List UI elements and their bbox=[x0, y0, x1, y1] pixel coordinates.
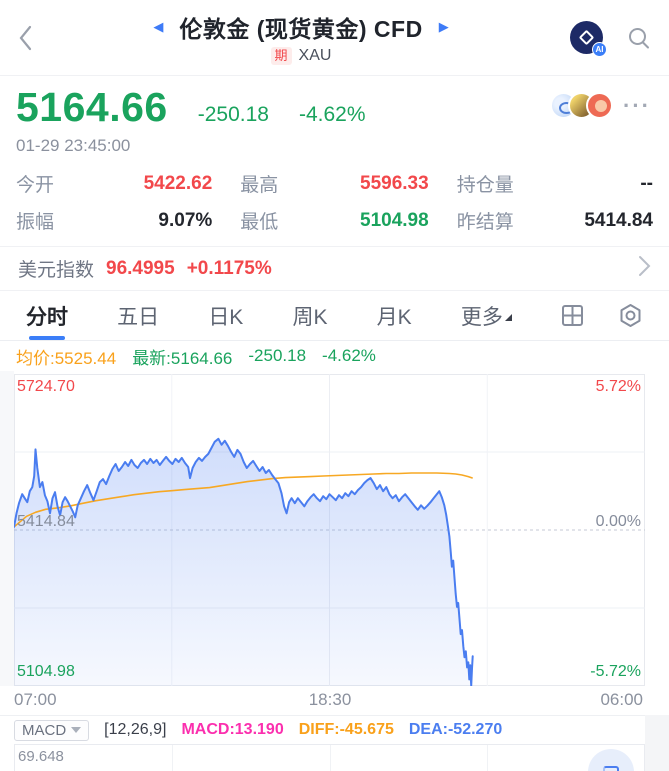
rotate-screen-icon bbox=[603, 765, 619, 771]
grid-layout-icon[interactable] bbox=[561, 304, 584, 327]
tab-daily-k[interactable]: 日K bbox=[208, 305, 244, 329]
average-price-line bbox=[14, 472, 473, 528]
right-gutter bbox=[645, 715, 669, 771]
futures-badge: 期 bbox=[270, 46, 292, 66]
dea-value: DEA:-52.270 bbox=[408, 721, 503, 738]
price-change-pct: -4.62% bbox=[298, 103, 366, 126]
caret-down-icon bbox=[71, 727, 82, 733]
symbol-label: XAU bbox=[298, 47, 332, 64]
tab-timeline[interactable]: 分时 bbox=[26, 292, 68, 340]
time-axis-mid: 18:30 bbox=[308, 690, 352, 709]
stat-open-interest: 持仓量 -- bbox=[456, 172, 653, 197]
macd-gridline bbox=[486, 745, 488, 771]
tab-more[interactable]: 更多 bbox=[461, 292, 512, 340]
stat-high: 最高 5596.33 bbox=[240, 172, 429, 197]
latest-change-label: -250.18 bbox=[248, 346, 307, 365]
tab-weekly-k[interactable]: 周K bbox=[292, 305, 328, 329]
chart-ymid-label: 5414.84 bbox=[17, 513, 75, 530]
stat-low: 最低 5104.98 bbox=[240, 209, 429, 234]
price-line bbox=[14, 437, 474, 686]
time-axis-end: 06:00 bbox=[600, 690, 643, 709]
chart-pctmid-label: 0.00% bbox=[595, 513, 641, 530]
usd-index-label: 美元指数 bbox=[18, 260, 95, 281]
stats-grid: 今开 5422.62 最高 5596.33 持仓量 -- 振幅 9.07% 最低 5104… bbox=[0, 160, 669, 246]
header: ◀ 伦敦金 (现货黄金) CFD ▶ 期 XAU AI bbox=[0, 0, 669, 76]
quote-section: 5164.66 -250.18 -4.62% 01-29 23:45:00 ··… bbox=[0, 76, 669, 160]
macd-indicator-row: MACD [12,26,9] MACD:13.190 DIFF:-45.675 … bbox=[0, 715, 669, 744]
stat-amplitude: 振幅 9.07% bbox=[16, 209, 213, 234]
chart-ymin-label: 5104.98 bbox=[17, 663, 75, 680]
usd-index-value: 96.4995 bbox=[106, 257, 175, 279]
chart-indicator-line: 均价:5525.44 最新:5164.66 -250.18 -4.62% bbox=[0, 341, 669, 371]
settings-icon[interactable] bbox=[618, 303, 643, 328]
macd-scale-top: 69.648 bbox=[18, 748, 64, 765]
search-icon[interactable] bbox=[627, 26, 651, 50]
rotate-screen-button[interactable] bbox=[588, 749, 634, 771]
prev-instrument-icon[interactable]: ◀ bbox=[153, 19, 164, 35]
quote-timestamp: 01-29 23:45:00 bbox=[16, 136, 131, 155]
avg-price-label: 均价:5525.44 bbox=[16, 348, 117, 368]
more-options-icon[interactable]: ··· bbox=[623, 93, 651, 118]
caret-down-icon bbox=[504, 313, 512, 321]
indicator-selector[interactable]: MACD bbox=[14, 719, 90, 741]
macd-gridline bbox=[329, 745, 331, 771]
macd-gridline bbox=[172, 745, 174, 771]
stat-prev-settle: 昨结算 5414.84 bbox=[456, 209, 653, 234]
usd-index-row[interactable]: 美元指数 96.4995 +0.1175% bbox=[0, 246, 669, 291]
latest-pct-label: -4.62% bbox=[322, 346, 376, 365]
chart-pctmax-label: 5.72% bbox=[595, 378, 641, 395]
latest-price-label: 最新:5164.66 bbox=[132, 348, 233, 368]
price-chart-svg[interactable] bbox=[14, 374, 645, 686]
next-instrument-icon[interactable]: ▶ bbox=[438, 19, 449, 35]
intraday-chart[interactable]: 5724.70 5.72% 5414.84 0.00% 5104.98 -5.7… bbox=[0, 371, 669, 686]
chart-ymax-label: 5724.70 bbox=[17, 378, 75, 395]
page-title: 伦敦金 (现货黄金) CFD bbox=[179, 15, 423, 42]
stat-open: 今开 5422.62 bbox=[16, 172, 213, 197]
time-axis-start: 07:00 bbox=[14, 690, 57, 709]
ai-badge: AI bbox=[592, 42, 607, 57]
chart-left-gutter bbox=[0, 371, 14, 686]
chart-tabbar: 分时 五日 日K 周K 月K 更多 bbox=[0, 291, 669, 341]
logo-diamond-icon bbox=[578, 29, 595, 46]
macd-chart-pane[interactable]: 69.648 bbox=[14, 744, 645, 771]
tab-monthly-k[interactable]: 月K bbox=[376, 305, 412, 329]
last-price: 5164.66 bbox=[16, 84, 168, 130]
header-title-block: ◀ 伦敦金 (现货黄金) CFD ▶ 期 XAU bbox=[32, 10, 570, 66]
avatar[interactable] bbox=[586, 92, 614, 119]
price-area-fill bbox=[14, 438, 473, 686]
tab-5day[interactable]: 五日 bbox=[117, 305, 160, 329]
chart-pctmin-label: -5.72% bbox=[590, 663, 641, 680]
chevron-right-icon bbox=[638, 255, 651, 282]
macd-section: MACD [12,26,9] MACD:13.190 DIFF:-45.675 … bbox=[0, 715, 669, 771]
diff-value: DIFF:-45.675 bbox=[298, 721, 394, 738]
chart-time-axis: 07:00 18:30 06:00 bbox=[0, 686, 669, 715]
broker-logo[interactable]: AI bbox=[570, 21, 607, 57]
back-icon[interactable] bbox=[18, 25, 32, 51]
usd-index-change: +0.1175% bbox=[186, 257, 272, 279]
price-change: -250.18 bbox=[197, 103, 269, 126]
chart-plot-area[interactable]: 5724.70 5.72% 5414.84 0.00% 5104.98 -5.7… bbox=[14, 374, 645, 686]
macd-params: [12,26,9] bbox=[104, 721, 167, 738]
macd-value: MACD:13.190 bbox=[181, 721, 284, 738]
